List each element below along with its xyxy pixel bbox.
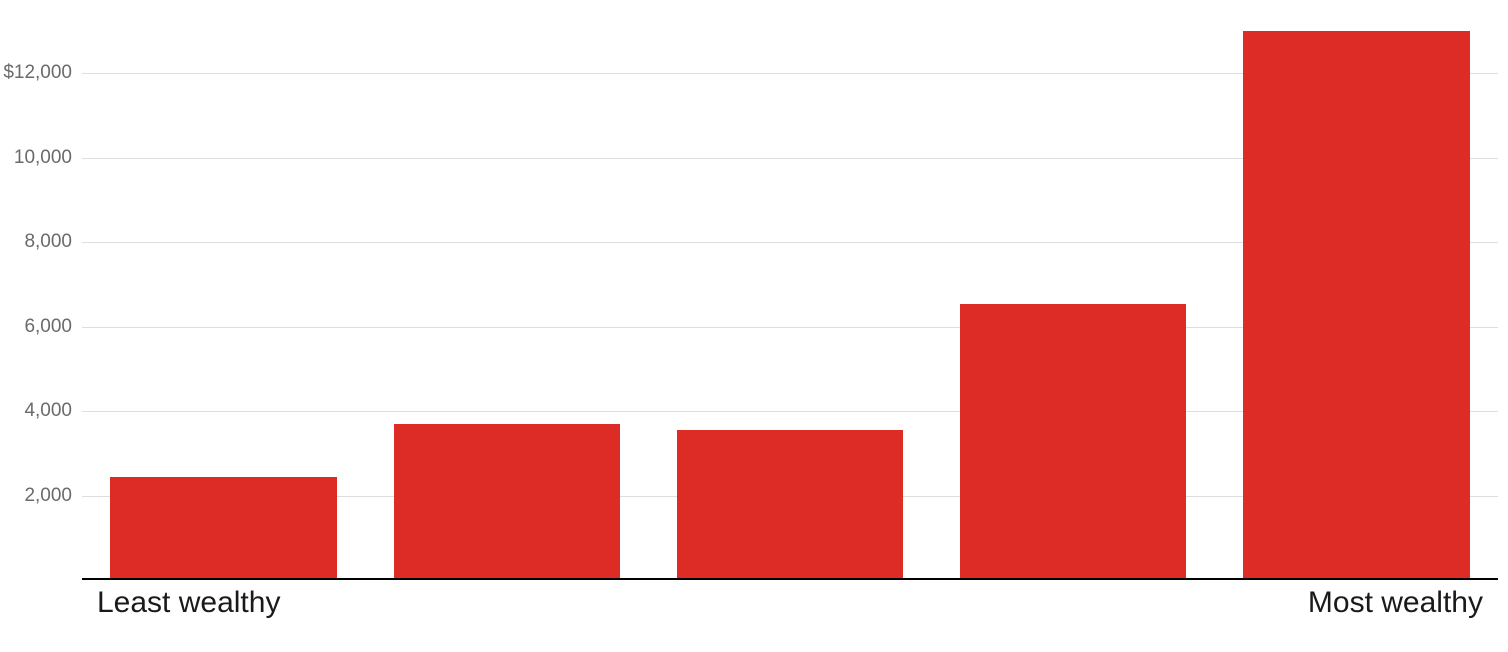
y-tick-label: 10,000	[14, 147, 82, 169]
bar	[110, 477, 337, 578]
y-tick-label: 2,000	[24, 485, 82, 507]
y-tick-label: 4,000	[24, 400, 82, 422]
y-tick-label: 8,000	[24, 231, 82, 253]
bar	[677, 430, 904, 578]
x-axis-label-left: Least wealthy	[97, 586, 280, 620]
plot-area: 2,0004,0006,0008,00010,000$12,000	[82, 10, 1498, 580]
y-tick-label: $12,000	[3, 62, 82, 84]
y-tick-label: 6,000	[24, 316, 82, 338]
x-axis-labels: Least wealthy Most wealthy	[82, 586, 1498, 646]
x-axis-label-right: Most wealthy	[1308, 586, 1483, 620]
bar	[394, 424, 621, 578]
chart-container: 2,0004,0006,0008,00010,000$12,000 Least …	[0, 0, 1508, 652]
bar	[960, 304, 1187, 578]
bars-layer	[82, 10, 1498, 578]
bar	[1243, 31, 1470, 578]
